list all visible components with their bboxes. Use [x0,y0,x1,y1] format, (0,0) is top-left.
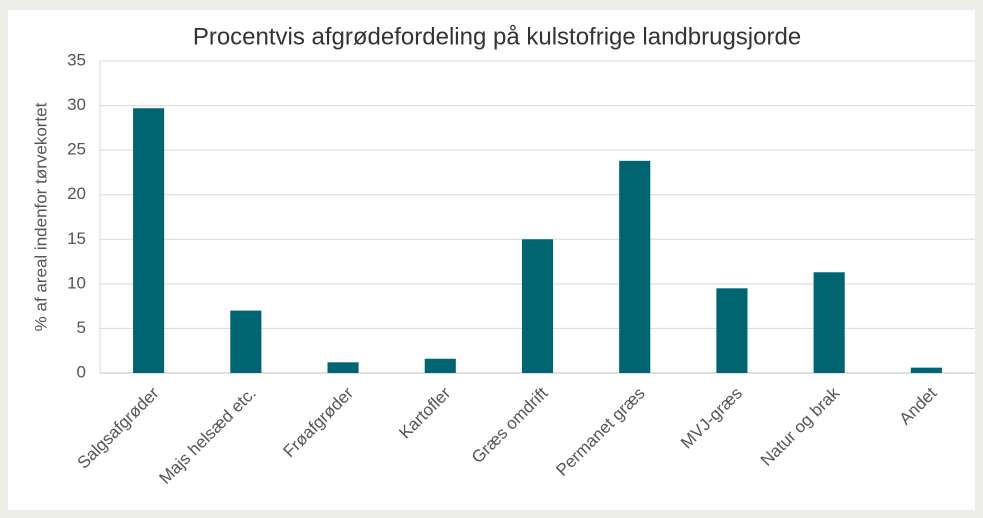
chart-panel [8,10,975,510]
bar [619,160,651,373]
bar [424,358,456,373]
y-tick-label: 35 [67,50,86,69]
bar [910,367,942,373]
bar [230,310,262,373]
y-tick-label: 30 [67,95,86,114]
bar [716,288,748,373]
bar [327,362,359,373]
bar [521,239,554,373]
bar [133,108,165,373]
y-tick-label: 20 [67,184,86,203]
y-tick-label: 25 [67,140,86,159]
chart-title: Procentvis afgrødefordeling på kulstofri… [193,23,801,50]
y-tick-label: 10 [67,273,86,292]
y-tick-label: 15 [67,229,86,248]
y-tick-label: 0 [77,362,86,381]
y-axis-label: % af areal indenfor tørvekortet [31,102,50,331]
bar [813,272,845,373]
y-tick-label: 5 [77,318,86,337]
